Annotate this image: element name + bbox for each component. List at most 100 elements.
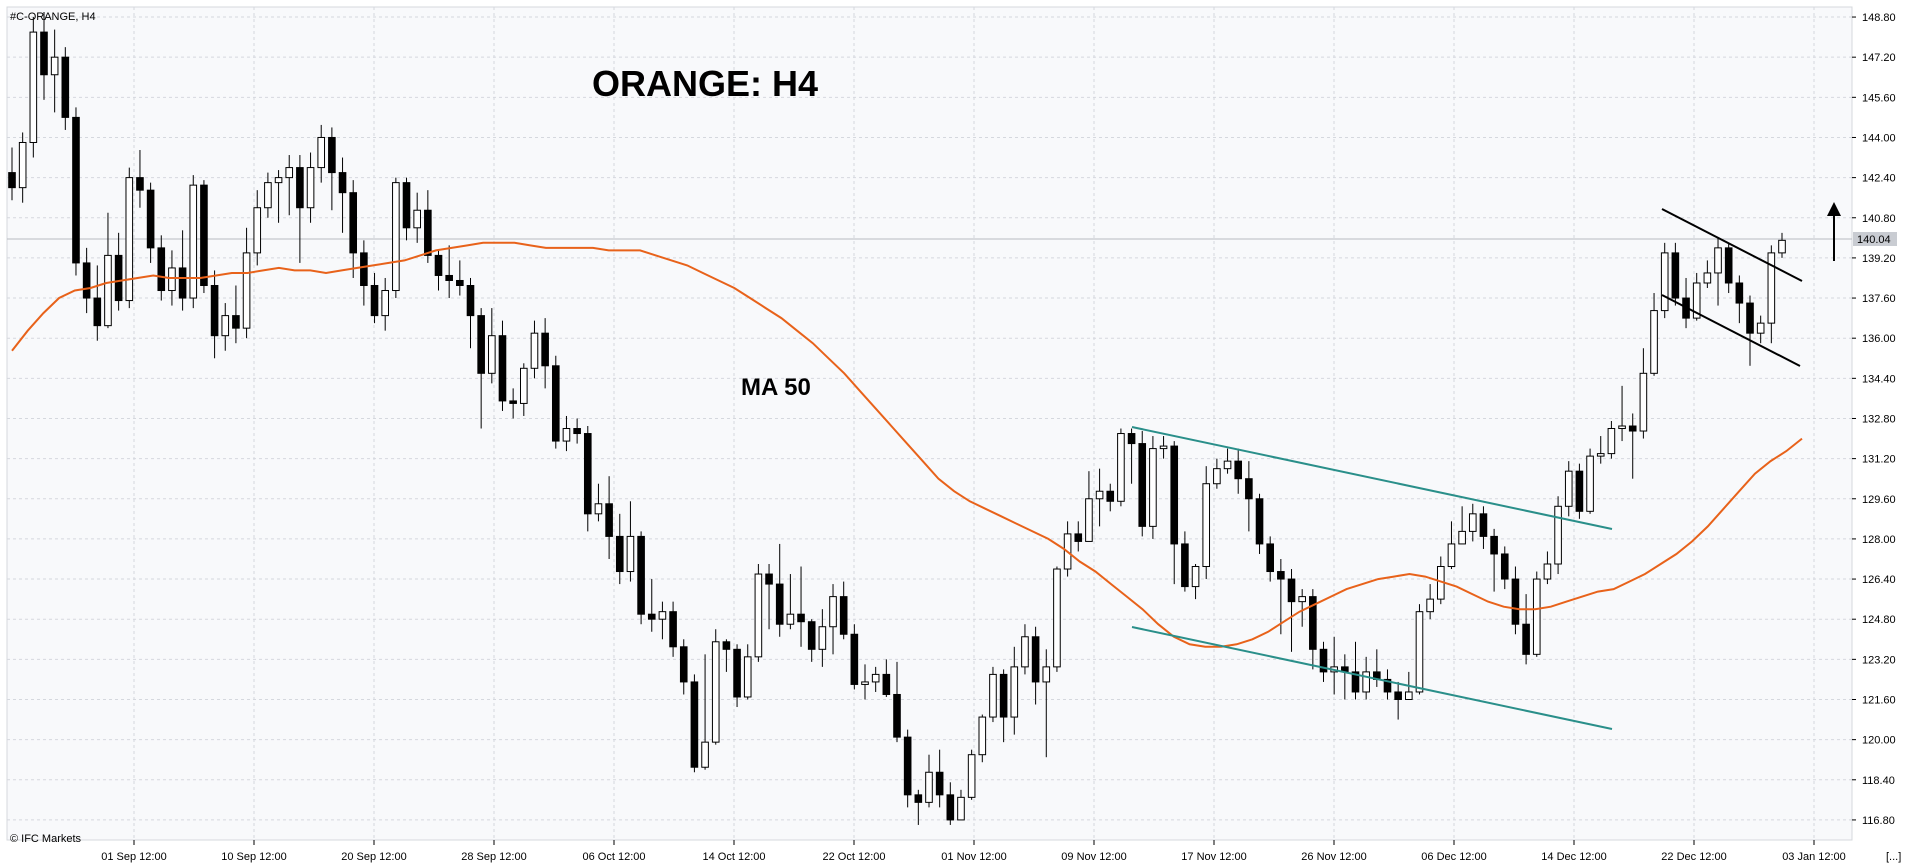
candle-bear — [1724, 247, 1733, 284]
y-tick-label: 145.60 — [1862, 92, 1896, 104]
grid — [7, 7, 1852, 840]
candle-bull — [1149, 448, 1157, 527]
candle-bear — [328, 136, 336, 174]
candle-bull — [562, 428, 571, 442]
candle-bear — [573, 428, 581, 435]
candle-bull — [1543, 563, 1552, 580]
x-tick-label: 09 Nov 12:00 — [1061, 851, 1126, 863]
candle-bear — [775, 583, 784, 625]
candle-bear — [690, 681, 699, 768]
candle-bear — [1500, 553, 1509, 580]
candle-bull — [861, 681, 869, 685]
candle-bull — [306, 167, 315, 209]
x-tick-label: 06 Dec 12:00 — [1421, 851, 1486, 863]
candle-bull — [168, 267, 176, 292]
candle-bear — [370, 285, 379, 317]
candle-bull — [1053, 568, 1061, 668]
x-tick-label: 17 Nov 12:00 — [1181, 851, 1246, 863]
candle-bull — [1703, 272, 1712, 284]
candle-bull — [1692, 282, 1701, 319]
y-tick-label: 147.20 — [1862, 52, 1896, 64]
candle-bull — [957, 796, 965, 821]
candle-bear — [1575, 470, 1584, 512]
candle-bear — [200, 184, 208, 287]
candle-bear — [637, 535, 645, 615]
candle-bull — [1532, 578, 1541, 655]
candle-bull — [1362, 671, 1370, 693]
candle-bear — [1127, 433, 1136, 445]
candle-bull — [18, 141, 27, 189]
y-tick-label: 124.80 — [1862, 614, 1896, 626]
y-tick-label: 123.20 — [1862, 654, 1896, 666]
candle-bull — [1426, 598, 1434, 613]
y-tick-label: 134.40 — [1862, 373, 1896, 385]
candle-bull — [967, 754, 976, 798]
candle-bear — [1234, 460, 1243, 480]
candle-bull — [754, 573, 763, 658]
candle-bull — [520, 367, 528, 404]
candle-bull — [413, 209, 421, 229]
candle-bull — [1213, 468, 1221, 485]
candle-bull — [701, 741, 709, 768]
candle-bear — [1351, 671, 1360, 693]
candle-bear — [146, 189, 155, 249]
candle-bull — [317, 136, 326, 169]
candle-bear — [1266, 543, 1274, 573]
candle-bear — [232, 315, 240, 329]
candle-bear — [1255, 498, 1264, 545]
candle-bear — [1522, 623, 1530, 655]
candle-bear — [1490, 535, 1498, 555]
y-tick-label: 136.00 — [1862, 333, 1896, 345]
candle-bull — [743, 656, 752, 698]
candle-bear — [360, 252, 368, 287]
candle-bull — [125, 177, 134, 302]
x-tick-label: 28 Sep 12:00 — [461, 851, 526, 863]
candle-bear — [1277, 571, 1285, 580]
candle-bull — [711, 641, 720, 743]
candle-bear — [466, 285, 475, 317]
candle-bull — [1021, 636, 1029, 668]
candle-bear — [1479, 513, 1488, 537]
candle-bull — [1468, 513, 1477, 532]
current-price-value: 140.04 — [1857, 234, 1891, 246]
candle-bull — [1586, 455, 1594, 512]
candle-bear — [1511, 578, 1520, 625]
candle-bull — [29, 31, 38, 143]
candle-bull — [253, 207, 262, 254]
candle-bull — [1405, 691, 1413, 700]
candle-bear — [605, 503, 613, 537]
candle-bull — [829, 596, 837, 628]
candle-bear — [669, 611, 677, 648]
candle-bull — [1596, 453, 1605, 457]
y-axis: 148.80 147.20 145.60 144.00 142.40 140.80 139.… — [1852, 12, 1896, 827]
corner-marker[interactable]: [...] — [1886, 851, 1901, 863]
candle-bull — [1159, 445, 1168, 450]
candle-bear — [1383, 678, 1392, 693]
candle-bear — [999, 673, 1008, 718]
trend-upper-line — [1661, 208, 1803, 282]
candle-bear — [733, 648, 741, 698]
candle-bear — [583, 433, 592, 515]
candle-bear — [1319, 648, 1328, 673]
candle-bull — [1767, 252, 1776, 324]
candle-bull — [285, 167, 294, 179]
x-tick-label: 14 Dec 12:00 — [1541, 851, 1606, 863]
candle-bull — [925, 771, 933, 803]
candle-bull — [274, 177, 283, 184]
candle-bear — [615, 535, 624, 573]
x-tick-label: 01 Nov 12:00 — [941, 851, 1006, 863]
candle-bear — [1309, 596, 1317, 650]
y-tick-label: 126.40 — [1862, 574, 1896, 586]
candle-bull — [1191, 566, 1200, 588]
candle-bull — [50, 56, 59, 76]
candle-bull — [1660, 252, 1669, 312]
candle-bull — [1042, 666, 1051, 683]
x-tick-label: 20 Sep 12:00 — [341, 851, 406, 863]
candle-bear — [807, 621, 816, 650]
candle-bear — [903, 736, 912, 796]
candle-bull — [104, 254, 112, 327]
candle-bear — [1106, 490, 1115, 502]
candle-bear — [477, 315, 485, 374]
trend-lower-line — [1661, 294, 1801, 367]
